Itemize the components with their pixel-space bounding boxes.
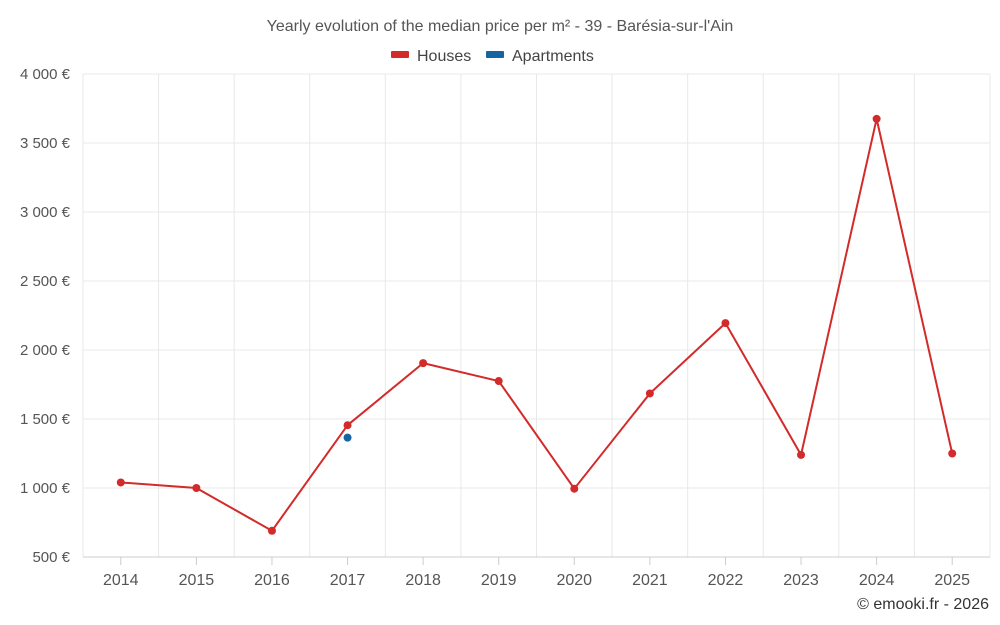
- y-tick-label: 2 000 €: [20, 342, 71, 359]
- data-point-houses-2016[interactable]: [267, 526, 276, 535]
- data-point-houses-2017[interactable]: [343, 421, 352, 430]
- series: [116, 114, 957, 535]
- data-point-apartments-2017[interactable]: [343, 433, 352, 442]
- legend-label-apartments: Apartments: [512, 48, 594, 65]
- data-point-houses-2024[interactable]: [872, 114, 881, 123]
- legend: Houses Apartments: [391, 48, 594, 65]
- x-tick-label: 2015: [179, 572, 215, 589]
- x-tick-label: 2018: [405, 572, 441, 589]
- x-tick-label: 2024: [859, 572, 895, 589]
- x-tick-label: 2017: [330, 572, 366, 589]
- x-tick-label: 2021: [632, 572, 668, 589]
- y-tick-label: 4 000 €: [20, 66, 71, 83]
- y-tick-label: 3 000 €: [20, 204, 71, 221]
- x-tick-label: 2019: [481, 572, 517, 589]
- x-tick-label: 2016: [254, 572, 290, 589]
- legend-item-houses[interactable]: Houses: [391, 48, 471, 65]
- x-tick-label: 2014: [103, 572, 139, 589]
- x-tick-label: 2020: [556, 572, 592, 589]
- x-tick-label: 2023: [783, 572, 819, 589]
- y-tick-label: 1 500 €: [20, 411, 71, 428]
- x-axis: 2014 2015 2016 2017 2018 2019 2020 2021 2022 2023…: [83, 556, 990, 589]
- x-tick-label: 2025: [934, 572, 970, 589]
- chart-title: Yearly evolution of the median price per…: [267, 18, 734, 35]
- legend-item-apartments[interactable]: Apartments: [486, 48, 594, 65]
- data-point-houses-2025[interactable]: [948, 449, 957, 458]
- data-point-houses-2022[interactable]: [721, 319, 730, 328]
- data-point-houses-2023[interactable]: [797, 450, 806, 459]
- y-tick-label: 2 500 €: [20, 273, 71, 290]
- x-tick-label: 2022: [708, 572, 744, 589]
- data-point-houses-2018[interactable]: [419, 359, 428, 368]
- data-point-houses-2020[interactable]: [570, 484, 579, 493]
- legend-swatch-houses: [391, 51, 409, 58]
- credit-text: © emooki.fr - 2026: [857, 596, 989, 613]
- y-tick-label: 1 000 €: [20, 480, 71, 497]
- legend-label-houses: Houses: [417, 48, 471, 65]
- data-point-houses-2019[interactable]: [494, 377, 503, 386]
- series-line-houses: [120, 117, 954, 532]
- grid: [82, 73, 991, 557]
- y-tick-label: 3 500 €: [20, 135, 71, 152]
- y-axis: 500 € 1 000 € 1 500 € 2 000 € 2 500 € 3 000 €…: [20, 66, 71, 566]
- data-point-houses-2021[interactable]: [645, 389, 654, 398]
- y-tick-label: 500 €: [32, 549, 70, 566]
- legend-swatch-apartments: [486, 51, 504, 58]
- data-point-houses-2014[interactable]: [116, 478, 125, 487]
- data-point-houses-2015[interactable]: [192, 484, 201, 492]
